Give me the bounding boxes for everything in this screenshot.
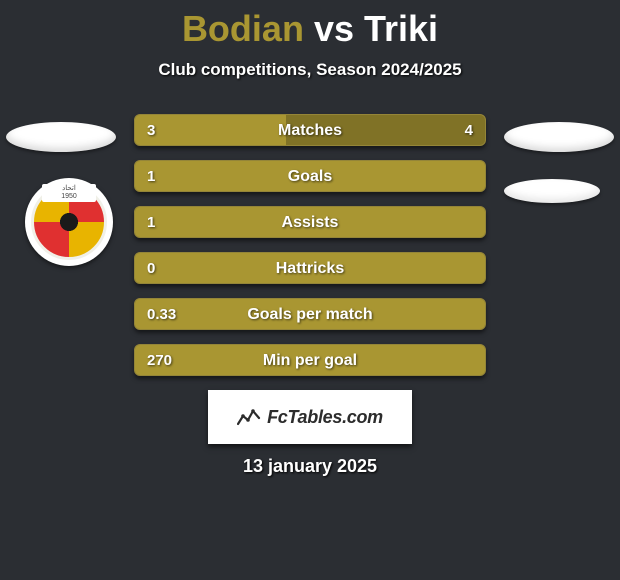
subtitle: Club competitions, Season 2024/2025 [0,60,620,80]
date-text: 13 january 2025 [0,456,620,477]
player2-name: Triki [364,8,438,49]
stat-label: Matches [135,115,485,146]
stat-label: Assists [135,207,485,238]
stats-list: 3Matches4 1Goals 1Assists 0Hattricks 0.33Goa… [134,114,486,376]
vs-text: vs [314,8,354,49]
stat-row: 270Min per goal [134,344,486,376]
stat-label: Hattricks [135,253,485,284]
player1-team-logo: اتحاد 1950 [25,178,113,266]
stat-label: Goals [135,161,485,192]
stat-label: Min per goal [135,345,485,376]
player1-avatar-placeholder [6,122,116,152]
player1-name: Bodian [182,8,304,49]
team-logo-text: اتحاد [62,185,76,192]
stat-row: 3Matches4 [134,114,486,146]
page-title: Bodian vs Triki [0,8,620,50]
player2-avatar-placeholder [504,122,614,152]
stat-value-right: 4 [465,115,473,146]
stat-row: 1Assists [134,206,486,238]
team-logo-banner: اتحاد 1950 [42,184,96,202]
stat-label: Goals per match [135,299,485,330]
team-logo-year: 1950 [61,193,77,200]
player2-team-logo-placeholder [504,179,600,203]
stat-row: 0.33Goals per match [134,298,486,330]
brand-text: FcTables.com [267,407,383,428]
brand-icon [237,407,261,427]
stat-row: 0Hattricks [134,252,486,284]
stat-row: 1Goals [134,160,486,192]
brand-badge[interactable]: FcTables.com [208,390,412,444]
